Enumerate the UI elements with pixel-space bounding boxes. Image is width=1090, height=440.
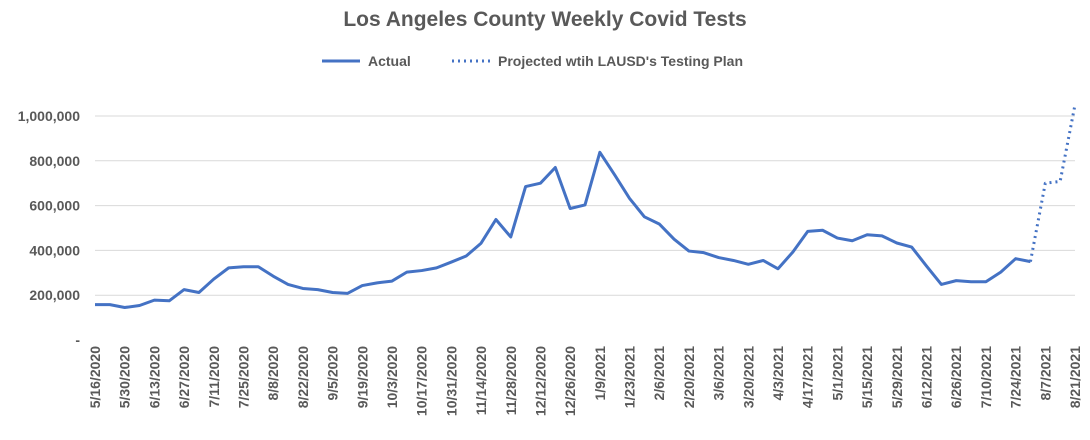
- x-tick-label: 10/3/2020: [384, 346, 400, 408]
- x-tick-label: 11/14/2020: [473, 346, 489, 416]
- y-tick-label: 400,000: [29, 242, 80, 258]
- x-tick-label: 7/25/2020: [235, 346, 251, 408]
- x-tick-label: 5/30/2020: [117, 346, 133, 408]
- series-line-projected: [1028, 104, 1077, 262]
- x-tick-label: 4/3/2021: [770, 346, 786, 401]
- x-axis: 5/16/2020 5/30/2020 6/13/2020 6/27/2020 7/11…: [87, 346, 1083, 416]
- x-tick-label: 6/26/2021: [948, 346, 964, 408]
- y-tick-label: 200,000: [29, 287, 80, 303]
- x-tick-label: 7/10/2021: [978, 346, 994, 408]
- x-tick-label: 5/16/2020: [87, 346, 103, 408]
- x-tick-label: 5/15/2021: [859, 346, 875, 408]
- x-tick-label: 10/31/2020: [443, 346, 459, 416]
- chart-title: Los Angeles County Weekly Covid Tests: [343, 8, 746, 31]
- x-tick-label: 1/9/2021: [592, 346, 608, 401]
- plot-area: [95, 104, 1077, 310]
- x-tick-label: 3/6/2021: [711, 346, 727, 401]
- x-tick-label: 9/19/2020: [354, 346, 370, 408]
- x-tick-label: 3/20/2021: [740, 346, 756, 408]
- x-tick-label: 5/1/2021: [829, 346, 845, 401]
- legend: Actual Projected wtih LAUSD's Testing Pl…: [322, 53, 743, 69]
- x-tick-label: 10/17/2020: [414, 346, 430, 416]
- legend-label-actual: Actual: [368, 53, 411, 69]
- x-tick-label: 8/8/2020: [265, 346, 281, 401]
- y-tick-label: -: [75, 332, 80, 348]
- x-tick-label: 5/29/2021: [889, 346, 905, 408]
- x-tick-label: 6/12/2021: [919, 346, 935, 408]
- x-tick-label: 8/7/2021: [1037, 346, 1053, 401]
- y-tick-label: 1,000,000: [18, 108, 80, 124]
- x-tick-label: 8/21/2021: [1067, 346, 1083, 408]
- x-tick-label: 2/6/2021: [651, 346, 667, 401]
- x-tick-label: 7/24/2021: [1008, 346, 1024, 408]
- x-tick-label: 7/11/2020: [206, 346, 222, 408]
- x-tick-label: 12/26/2020: [562, 346, 578, 416]
- x-tick-label: 9/5/2020: [325, 346, 341, 401]
- series-line-actual: [95, 150, 1031, 310]
- y-axis: - 200,000 400,000 600,000 800,000 1,000,000: [18, 108, 81, 348]
- y-tick-label: 600,000: [29, 198, 80, 214]
- x-tick-label: 12/12/2020: [532, 346, 548, 416]
- x-tick-label: 2/20/2021: [681, 346, 697, 408]
- legend-label-projected: Projected wtih LAUSD's Testing Plan: [498, 53, 743, 69]
- x-tick-label: 1/23/2021: [622, 346, 638, 408]
- x-tick-label: 6/13/2020: [146, 346, 162, 408]
- y-tick-label: 800,000: [29, 153, 80, 169]
- x-tick-label: 4/17/2021: [800, 346, 816, 408]
- x-tick-label: 8/22/2020: [295, 346, 311, 408]
- x-tick-label: 6/27/2020: [176, 346, 192, 408]
- x-tick-label: 11/28/2020: [503, 346, 519, 416]
